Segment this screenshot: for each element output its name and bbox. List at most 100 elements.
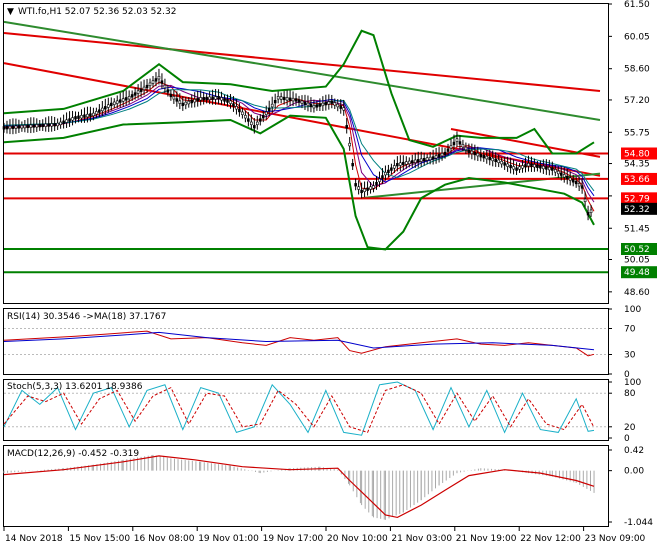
price-tick-label-9: 48.60 xyxy=(624,288,650,298)
price-candle xyxy=(211,96,214,100)
price-candle xyxy=(565,175,569,180)
price-candle xyxy=(327,101,331,105)
x-tick-label-9: 23 Nov 09:00 xyxy=(585,534,646,544)
price-candle xyxy=(154,78,158,82)
price-candle xyxy=(393,165,396,169)
price-candle xyxy=(199,97,202,101)
price-candle xyxy=(26,124,30,128)
price-candle xyxy=(559,172,563,176)
x-tick-label-8: 22 Nov 12:00 xyxy=(520,534,581,544)
trendline-channel-3 xyxy=(3,20,601,122)
price-candle xyxy=(431,156,435,160)
price-candle xyxy=(202,97,205,101)
price-tick-label-2: 58.60 xyxy=(624,65,650,75)
price-candle xyxy=(181,102,185,107)
price-candle xyxy=(586,212,590,216)
price-candle xyxy=(38,123,42,128)
price-candle xyxy=(396,163,399,167)
price-candle xyxy=(17,125,21,129)
price-candle xyxy=(333,102,337,106)
price-candle xyxy=(354,183,357,187)
price-candle xyxy=(124,97,128,101)
price-candle xyxy=(101,107,104,112)
price-candle xyxy=(300,100,304,104)
price-candle xyxy=(187,100,191,105)
price-candle xyxy=(258,118,262,122)
price-candle xyxy=(184,101,188,106)
price-candle xyxy=(306,102,310,107)
price-candle xyxy=(297,99,301,103)
price-candle xyxy=(342,107,346,111)
price-candle xyxy=(139,88,143,92)
price-candle xyxy=(387,169,390,173)
main-header-arrow[interactable]: ▼ xyxy=(7,7,14,17)
price-candle xyxy=(77,115,80,119)
price-candle xyxy=(375,181,378,186)
price-marker-0 xyxy=(621,147,657,160)
price-candle xyxy=(279,96,283,100)
x-tick-label-6: 21 Nov 03:00 xyxy=(391,534,452,544)
price-candle xyxy=(315,104,319,108)
price-candle xyxy=(44,123,48,127)
price-candle xyxy=(172,96,176,100)
price-candle xyxy=(548,166,551,171)
price-candle xyxy=(345,125,349,129)
price-candle xyxy=(255,121,259,126)
price-candle xyxy=(452,141,456,146)
price-candle xyxy=(425,157,429,161)
price-candle xyxy=(11,125,15,129)
price-candle xyxy=(294,98,298,102)
price-tick-label-8: 50.05 xyxy=(624,255,650,265)
price-candle xyxy=(553,169,557,173)
price-candle xyxy=(285,97,289,101)
rsi-panel[interactable] xyxy=(3,308,609,375)
trendline-resistance-0 xyxy=(3,32,601,93)
rsi-tick-label-3: 0 xyxy=(624,370,630,380)
price-candle xyxy=(145,84,149,89)
stoch-tick-label-3: 0 xyxy=(624,434,630,444)
price-candle xyxy=(321,102,325,107)
price-candle xyxy=(336,103,340,108)
x-tick-label-3: 19 Nov 01:00 xyxy=(198,534,259,544)
rsi-header: RSI(14) 30.3546 ->MA(18) 37.1767 xyxy=(7,312,166,322)
price-candle xyxy=(175,98,179,102)
macd-signal-line xyxy=(3,455,595,519)
price-candle xyxy=(318,103,322,107)
rsi-line xyxy=(3,330,595,357)
price-candle xyxy=(133,92,137,96)
price-candle xyxy=(434,155,438,159)
price-candle xyxy=(20,125,24,129)
price-tick-label-4: 55.75 xyxy=(624,128,650,138)
price-candle xyxy=(524,164,527,168)
price-candle xyxy=(464,146,468,151)
price-marker-4 xyxy=(621,243,657,256)
price-candle xyxy=(309,103,313,108)
moving-average-3 xyxy=(3,89,595,192)
macd-panel[interactable] xyxy=(3,445,609,527)
price-candle xyxy=(118,99,122,103)
x-tick-label-1: 15 Nov 15:00 xyxy=(69,534,130,544)
price-candle xyxy=(330,100,334,104)
price-candle xyxy=(410,160,414,164)
price-candle xyxy=(497,159,500,163)
price-candle xyxy=(476,152,480,157)
price-candle xyxy=(23,124,27,129)
price-candle xyxy=(29,124,33,128)
price-candle xyxy=(276,96,280,100)
price-candle xyxy=(324,102,328,106)
price-tick-label-7: 51.45 xyxy=(624,224,650,234)
price-candle xyxy=(577,183,581,187)
price-candle xyxy=(437,154,441,158)
stoch-tick-label-1: 80 xyxy=(624,389,636,399)
price-candle xyxy=(160,80,164,84)
price-candle xyxy=(518,166,521,170)
price-candle xyxy=(178,100,182,104)
price-marker-3 xyxy=(621,202,657,215)
stoch-signal-line xyxy=(3,384,595,434)
price-candle xyxy=(509,164,512,169)
x-tick-label-7: 21 Nov 19:00 xyxy=(456,534,517,544)
price-candle xyxy=(470,150,474,155)
price-candle xyxy=(402,161,405,166)
price-candle xyxy=(83,114,86,118)
price-candle xyxy=(62,120,65,124)
